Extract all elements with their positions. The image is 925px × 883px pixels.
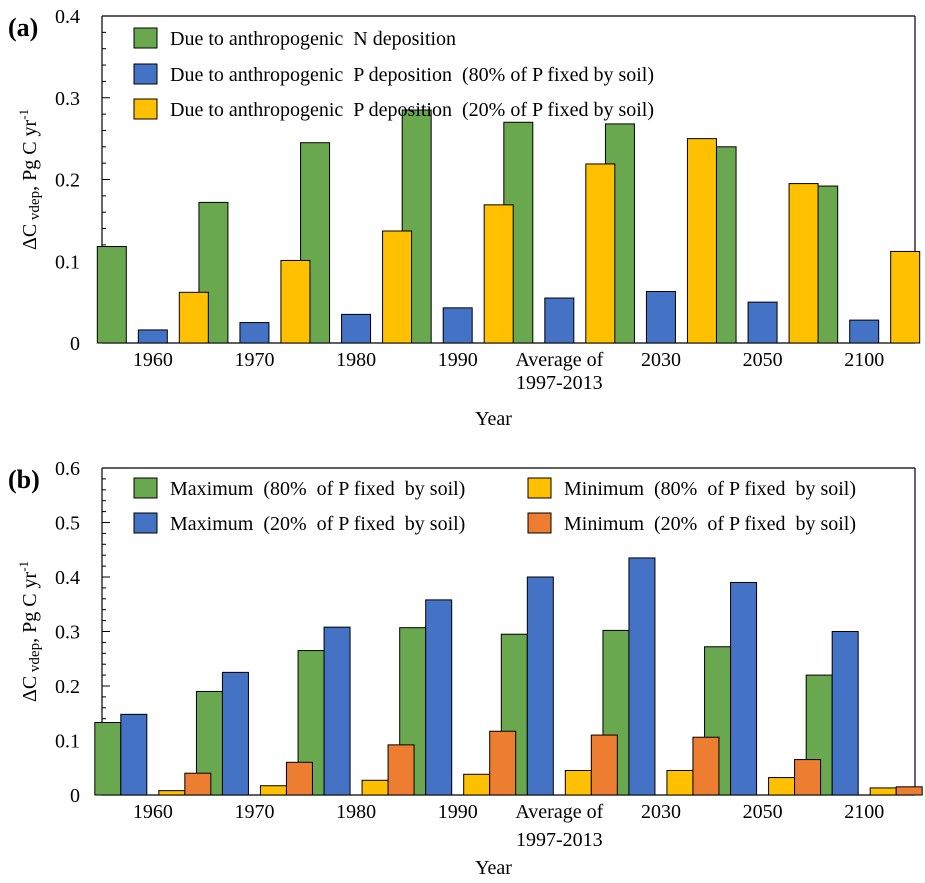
bar-3-2	[259, 785, 287, 796]
bar-4-3	[387, 744, 415, 796]
bar-4-6	[692, 736, 720, 796]
bar-2-1	[120, 713, 148, 796]
x-tick-label: 1990	[438, 801, 478, 823]
x-tick-label: 1960	[133, 801, 173, 823]
bar-4-7	[794, 759, 822, 796]
y-tick-label: 0.5	[55, 513, 80, 535]
bar-3-1	[158, 790, 186, 796]
y-axis-title: ΔC vdep, Pg C yr-1	[16, 109, 43, 250]
legend-label-1: Due to anthropogenic N deposition	[170, 28, 456, 50]
x-tick-label: Average of	[515, 349, 603, 371]
chart-panel-b: 0 0.1 0.2 0.3 0.4 0.5 0.6 1960 1970 1980 1990 Avera…	[8, 458, 923, 879]
bar-2-2	[221, 671, 249, 796]
bar-2-7	[730, 581, 758, 796]
legend-label-4: Minimum (20% of P fixed by soil)	[564, 513, 856, 535]
x-tick-label: 1960	[133, 349, 173, 371]
x-tick-label: 1970	[234, 801, 274, 823]
bar-4-4	[489, 730, 517, 796]
x-tick-label: 1980	[336, 801, 376, 823]
legend-swatch-3	[133, 98, 158, 120]
bar-4-2	[285, 761, 313, 796]
bar-2-7	[747, 301, 778, 344]
y-tick-label: 0.4	[55, 567, 80, 589]
bar-2-2	[239, 322, 270, 344]
legend-label-2: Maximum (20% of P fixed by soil)	[170, 513, 465, 535]
x-tick-label: 1997-2013	[516, 372, 603, 394]
bar-2-6	[645, 290, 676, 344]
legend-swatch-2	[133, 63, 158, 85]
bar-3-1	[178, 291, 209, 344]
bar-4-8	[895, 786, 923, 796]
legend-label-3: Due to anthropogenic P deposition (20% o…	[170, 99, 654, 121]
legend-swatch-1	[133, 27, 158, 49]
x-tick-label: Average of	[515, 801, 603, 823]
x-tick-label: 1990	[438, 349, 478, 371]
bar-4-5	[590, 734, 618, 796]
bar-2-8	[849, 319, 880, 344]
bar-2-3	[323, 626, 351, 796]
bar-3-4	[483, 204, 514, 344]
legend-swatch-4	[527, 512, 552, 534]
y-tick-label: 0.2	[55, 170, 80, 192]
y-tick-label: 0.4	[55, 6, 80, 28]
bar-2-5	[526, 576, 554, 796]
bar-4-1	[184, 772, 212, 796]
legend-label-3: Minimum (80% of P fixed by soil)	[564, 478, 856, 500]
bar-3-8	[869, 787, 897, 796]
panel-label: (b)	[8, 465, 40, 494]
y-tick-label: 0.1	[55, 251, 80, 273]
legend-swatch-1	[133, 477, 158, 499]
bar-2-3	[341, 313, 372, 344]
x-tick-label: 1970	[234, 349, 274, 371]
bar-3-7	[788, 183, 819, 344]
bar-2-5	[544, 297, 575, 344]
chart-panel-a: 0 0.1 0.2 0.3 0.4 1960 1970 1980 1990 Average of1…	[8, 6, 921, 430]
y-tick-label: 0	[70, 785, 80, 807]
y-tick-label: 0.3	[55, 88, 80, 110]
x-tick-label: 2050	[743, 349, 783, 371]
bar-2-4	[425, 599, 453, 796]
x-tick-label: 2030	[641, 801, 681, 823]
x-tick-label: 2030	[641, 349, 681, 371]
legend-label-2: Due to anthropogenic P deposition (80% o…	[170, 64, 654, 86]
x-tick-label: 2100	[844, 801, 884, 823]
bar-3-3	[361, 779, 389, 796]
x-tick-label: 1980	[336, 349, 376, 371]
y-tick-label: 0.6	[55, 458, 80, 480]
y-tick-label: 0	[70, 333, 80, 355]
bar-3-8	[890, 250, 921, 344]
x-axis-title: Year	[475, 408, 512, 430]
legend-swatch-3	[527, 477, 552, 499]
bar-3-6	[686, 138, 717, 344]
x-tick-label: 1997-2013	[516, 829, 603, 851]
bar-3-5	[585, 163, 616, 344]
bar-3-5	[564, 769, 592, 796]
x-tick-label: 2050	[743, 801, 783, 823]
legend-swatch-2	[133, 512, 158, 534]
legend-label-1: Maximum (80% of P fixed by soil)	[170, 478, 465, 500]
x-tick-label: 2100	[844, 349, 884, 371]
y-axis-title: ΔC vdep, Pg C yr-1	[16, 561, 43, 702]
bar-2-1	[137, 329, 168, 344]
bar-2-8	[831, 631, 859, 796]
y-tick-label: 0.3	[55, 622, 80, 644]
x-axis-title: Year	[475, 857, 512, 879]
bar-1-4	[401, 109, 432, 344]
bar-3-6	[666, 769, 694, 796]
bar-1-1	[96, 246, 127, 344]
panel-label: (a)	[8, 13, 38, 42]
bar-2-4	[442, 307, 473, 344]
bar-3-4	[463, 773, 491, 796]
bar-1-1	[94, 722, 122, 796]
bar-3-2	[280, 259, 311, 344]
bar-3-3	[382, 230, 413, 344]
y-tick-label: 0.1	[55, 731, 80, 753]
y-tick-label: 0.2	[55, 676, 80, 698]
bar-2-6	[628, 557, 656, 796]
bar-3-7	[768, 777, 796, 796]
